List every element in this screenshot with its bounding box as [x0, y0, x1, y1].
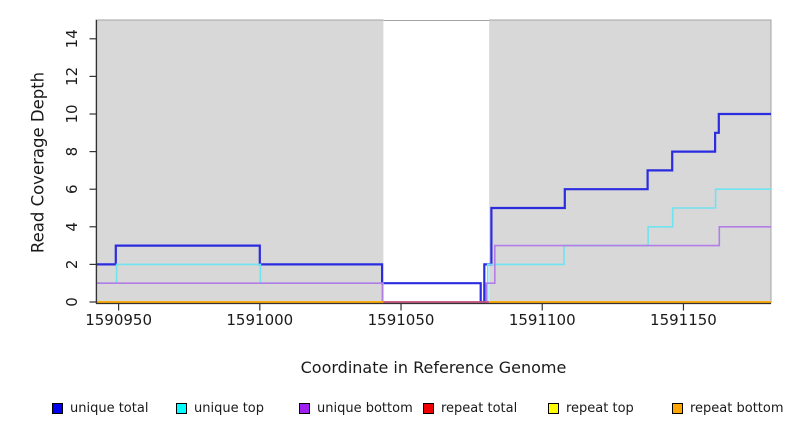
legend-swatch-icon — [299, 402, 310, 414]
y-tick-label: 6 — [63, 184, 81, 194]
legend-swatch-icon — [423, 402, 434, 414]
y-tick-label: 12 — [63, 67, 81, 86]
legend-label: repeat total — [441, 400, 518, 416]
x-tick-label: 1591000 — [226, 311, 293, 329]
legend-label: unique bottom — [317, 400, 413, 416]
legend: unique total unique top unique bottom repea… — [0, 398, 792, 422]
legend-item-repeat-top: repeat top — [548, 398, 634, 418]
highlight-band — [383, 15, 490, 303]
legend-item-repeat-total: repeat total — [423, 398, 517, 418]
series-line-unique-top — [96, 188, 771, 303]
legend-item-unique-bottom: unique bottom — [299, 398, 413, 418]
y-tick-label: 14 — [63, 29, 81, 48]
legend-item-unique-total: unique total — [52, 398, 148, 418]
x-axis-title: Coordinate in Reference Genome — [300, 358, 567, 377]
legend-swatch-icon — [548, 402, 559, 414]
y-tick-label: 0 — [63, 297, 81, 307]
y-tick-label: 2 — [63, 260, 81, 270]
y-axis-title: Read Coverage Depth — [28, 71, 48, 254]
legend-swatch-icon — [672, 402, 683, 414]
y-tick-label: 4 — [63, 222, 81, 232]
x-tick-label: 1591150 — [650, 311, 717, 329]
x-tick-label: 1591100 — [509, 311, 576, 329]
legend-swatch-icon — [52, 402, 63, 414]
legend-item-unique-top: unique top — [176, 398, 264, 418]
legend-label: unique total — [70, 400, 149, 416]
legend-label: repeat bottom — [690, 400, 784, 416]
x-tick-label: 1590950 — [85, 311, 152, 329]
series-line-unique-total — [96, 112, 771, 304]
legend-item-repeat-bottom: repeat bottom — [672, 398, 784, 418]
y-tick-label: 10 — [63, 104, 81, 123]
series-line-unique-bottom — [96, 226, 771, 303]
legend-label: unique top — [194, 400, 265, 416]
legend-swatch-icon — [176, 402, 187, 414]
y-tick-label: 8 — [63, 147, 81, 157]
legend-label: repeat top — [566, 400, 634, 416]
x-tick-label: 1591050 — [368, 311, 435, 329]
